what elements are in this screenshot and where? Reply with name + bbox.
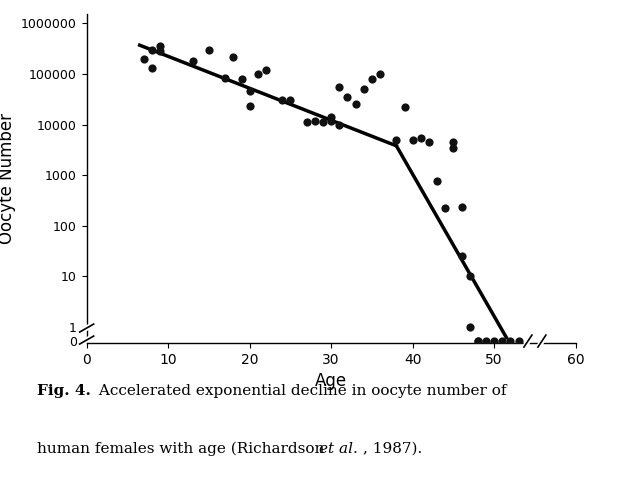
Point <box>155 48 165 55</box>
Point <box>391 136 401 144</box>
Point <box>334 83 344 91</box>
Point <box>375 70 385 78</box>
Point <box>481 337 491 345</box>
Point <box>465 273 475 280</box>
Point <box>228 53 238 60</box>
Point <box>465 323 475 331</box>
Point <box>440 204 450 212</box>
Point <box>473 337 483 345</box>
Text: , 1987).: , 1987). <box>363 442 423 456</box>
Point <box>220 73 230 81</box>
Point <box>473 337 483 345</box>
Point <box>367 75 377 83</box>
Point <box>359 85 369 93</box>
Text: Accelerated exponential decline in oocyte number of: Accelerated exponential decline in oocyt… <box>94 384 506 398</box>
Point <box>261 66 271 74</box>
Point <box>147 64 157 72</box>
Point <box>506 337 516 345</box>
X-axis label: Age: Age <box>315 372 347 390</box>
Point <box>432 178 442 185</box>
Point <box>449 138 459 146</box>
Point <box>318 119 328 126</box>
Point <box>489 337 499 345</box>
Point <box>416 134 426 142</box>
Point <box>147 46 157 54</box>
Point <box>457 204 467 211</box>
Point <box>277 96 287 104</box>
Point <box>285 96 295 104</box>
Point <box>204 46 214 54</box>
Point <box>188 57 197 65</box>
Point <box>457 252 467 260</box>
Point <box>424 138 434 146</box>
Point <box>139 55 149 62</box>
Point <box>449 144 459 152</box>
Point <box>326 117 336 124</box>
Point <box>155 43 165 50</box>
Point <box>334 120 344 128</box>
Point <box>514 337 524 345</box>
Point <box>253 70 263 78</box>
Point <box>310 117 320 124</box>
Text: human females with age (Richardson: human females with age (Richardson <box>37 442 329 456</box>
Point <box>342 93 352 101</box>
Point <box>326 113 336 121</box>
Text: et al.: et al. <box>319 442 358 456</box>
Point <box>236 75 246 83</box>
Text: Fig. 4.: Fig. 4. <box>37 384 91 398</box>
Point <box>302 119 312 126</box>
Point <box>245 88 254 96</box>
Point <box>408 136 418 144</box>
Point <box>400 103 410 111</box>
Point <box>498 337 508 345</box>
Point <box>245 102 254 110</box>
Y-axis label: Oocyte Number: Oocyte Number <box>0 113 15 244</box>
Point <box>351 101 361 108</box>
